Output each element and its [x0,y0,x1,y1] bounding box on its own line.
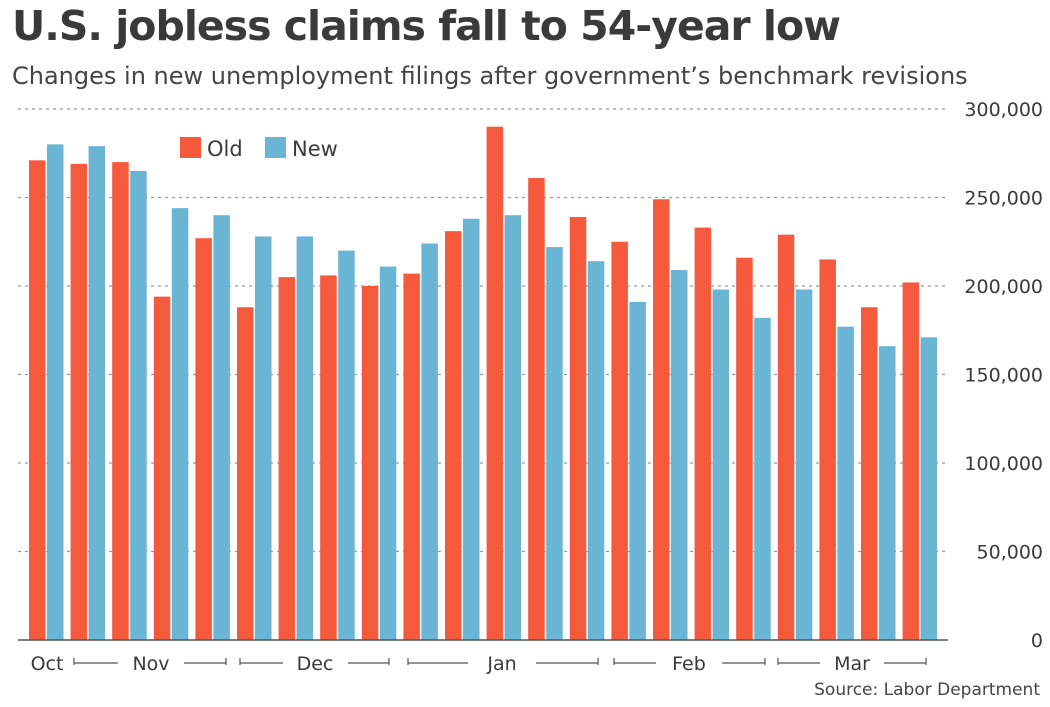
legend-swatch-new [265,137,286,158]
bar-old [70,163,88,640]
bar-new [130,170,147,640]
bar-old [29,160,46,640]
bar-old [278,277,296,640]
legend-label-new: New [292,137,338,161]
bar-new [296,236,314,640]
bar-old [736,257,753,640]
y-tick-label: 150,000 [964,365,1043,387]
bar-new [88,146,106,641]
bar-old [237,307,254,640]
y-tick-label: 200,000 [964,276,1043,298]
bar-old [819,259,836,640]
month-label: Feb [672,653,706,675]
bar-new [629,301,646,640]
bar-old [653,199,670,640]
bar-new [421,243,438,640]
chart-subtitle: Changes in new unemployment filings afte… [12,62,968,90]
bar-new [171,208,189,640]
bar-new [463,218,480,641]
y-tick-label: 0 [1031,630,1043,652]
bar-new [712,289,730,640]
y-tick-label: 50,000 [977,542,1043,564]
bar-old [445,231,462,640]
bar-old [611,241,628,640]
bar-old [486,126,504,640]
legend-label-old: Old [207,137,243,161]
bar-new [379,266,397,640]
month-label: Jan [486,653,516,675]
month-label: Oct [31,653,64,675]
bar-old [694,227,712,640]
bar-new [504,215,522,640]
y-tick-label: 300,000 [964,99,1043,121]
bar-new [879,346,896,640]
bar-old [112,162,129,640]
month-label: Nov [132,653,169,675]
bar-old [403,273,420,640]
bar-new [47,144,64,640]
bar-new [255,236,272,640]
bar-new [587,261,605,640]
bar-old [861,307,878,640]
bar-old [195,238,212,640]
bar-new [920,337,938,640]
y-axis-ticks: 0 50,000 100,000 150,000 200,000 250,000 300,0… [964,99,1043,652]
bar-new [213,215,230,640]
chart-title: U.S. jobless claims fall to 54-year low [12,2,841,50]
bar-new [795,289,813,640]
bars [29,126,938,641]
month-label: Mar [834,653,870,675]
month-label: Dec [297,653,334,675]
bar-old [902,282,920,640]
bar-old [153,296,171,640]
y-tick-label: 250,000 [964,188,1043,210]
legend-swatch-old [180,137,201,158]
bar-new [671,270,688,640]
bar-new [338,250,355,640]
bar-new [754,317,771,640]
bar-old [777,234,795,641]
x-axis-month-labels: Oct Nov Dec Jan Feb Mar [31,653,927,675]
bar-old [569,216,587,640]
y-tick-label: 100,000 [964,453,1043,475]
bar-new [546,247,563,640]
bar-old [361,286,379,640]
bar-old [320,275,337,640]
legend: Old New [180,137,338,161]
source-note: Source: Labor Department [814,680,1040,700]
bar-new [837,326,854,640]
bar-old [528,178,545,640]
